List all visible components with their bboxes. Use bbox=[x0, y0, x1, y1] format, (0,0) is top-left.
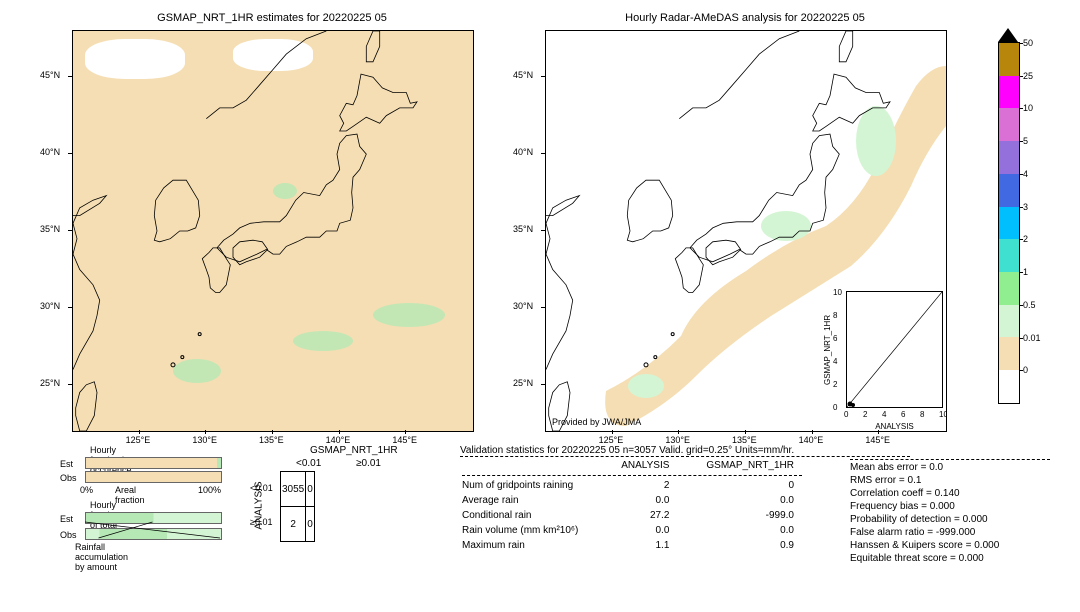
matrix-row-ge: ≥0.01 bbox=[250, 517, 272, 527]
matrix-table: 3055 0 2 0 bbox=[280, 471, 315, 542]
ytick-label: 35°N bbox=[513, 224, 533, 234]
colorbar-segment bbox=[999, 76, 1019, 109]
stat-line: RMS error = 0.1 bbox=[850, 475, 1050, 486]
colorbar-segment bbox=[999, 272, 1019, 305]
colorbar-segment bbox=[999, 370, 1019, 403]
stat-line: Mean abs error = 0.0 bbox=[850, 462, 1050, 473]
matrix-row-lt: <0.01 bbox=[250, 483, 273, 493]
ytick-label: 30°N bbox=[513, 301, 533, 311]
right-stats-list: Mean abs error = 0.0 RMS error = 0.1 Corre… bbox=[850, 459, 1050, 566]
colorbar-segment bbox=[999, 43, 1019, 76]
xtick-label: 140°E bbox=[799, 435, 824, 445]
gsmap-map-title: GSMAP_NRT_1HR estimates for 20220225 05 bbox=[72, 12, 472, 24]
est-label-2: Est bbox=[60, 514, 73, 524]
colorbar-tick-label: 4 bbox=[1023, 169, 1028, 179]
stat-cell: -999.0 bbox=[689, 509, 812, 522]
colorbar-tick-label: 10 bbox=[1023, 103, 1033, 113]
xtick-label: 135°E bbox=[259, 435, 284, 445]
stat-cell: 2 bbox=[611, 479, 688, 492]
colorbar-tick-label: 25 bbox=[1023, 71, 1033, 81]
stats-table: ANALYSISGSMAP_NRT_1HRNum of gridpoints r… bbox=[460, 457, 814, 554]
colorbar-segment bbox=[999, 239, 1019, 272]
xtick-label: 130°E bbox=[192, 435, 217, 445]
colorbar-tick-label: 5 bbox=[1023, 136, 1028, 146]
ytick-label: 25°N bbox=[40, 378, 60, 388]
colorbar-segment bbox=[999, 207, 1019, 240]
stat-cell: 0.9 bbox=[689, 539, 812, 552]
matrix-col-header: GSMAP_NRT_1HR bbox=[310, 445, 398, 456]
matrix-cell-00: 3055 bbox=[281, 472, 306, 507]
stat-cell: 0.0 bbox=[689, 524, 812, 537]
stat-cell: 0.0 bbox=[689, 494, 812, 507]
matrix-col-ge: ≥0.01 bbox=[356, 458, 381, 469]
stat-line: Equitable threat score = 0.000 bbox=[850, 553, 1050, 564]
stat-line: Correlation coeff = 0.140 bbox=[850, 488, 1050, 499]
colorbar-tick-label: 0.5 bbox=[1023, 300, 1036, 310]
xtick-label: 145°E bbox=[865, 435, 890, 445]
colorbar-segment bbox=[999, 174, 1019, 207]
colorbar-tick-label: 3 bbox=[1023, 202, 1028, 212]
stat-cell: Num of gridpoints raining bbox=[462, 479, 609, 492]
colorbar-tick-label: 0.01 bbox=[1023, 333, 1041, 343]
xtick-label: 125°E bbox=[599, 435, 624, 445]
stat-line: Probability of detection = 0.000 bbox=[850, 514, 1050, 525]
est-label: Est bbox=[60, 459, 73, 469]
colorbar-segment bbox=[999, 141, 1019, 174]
matrix-cell-01: 0 bbox=[306, 472, 315, 507]
stat-cell: 27.2 bbox=[611, 509, 688, 522]
stat-cell: Maximum rain bbox=[462, 539, 609, 552]
stat-cell: 1.1 bbox=[611, 539, 688, 552]
ytick-label: 25°N bbox=[513, 378, 533, 388]
ytick-label: 35°N bbox=[40, 224, 60, 234]
obs-label-2: Obs bbox=[60, 530, 77, 540]
colorbar-tick-label: 0 bbox=[1023, 365, 1028, 375]
stat-cell: Average rain bbox=[462, 494, 609, 507]
colorbar-segment bbox=[999, 305, 1019, 338]
colorbar-arrow-icon bbox=[998, 28, 1018, 42]
provider-note: Provided by JWA/JMA bbox=[552, 417, 641, 427]
ytick-label: 45°N bbox=[40, 70, 60, 80]
colorbar-segment bbox=[999, 108, 1019, 141]
xtick-label: 130°E bbox=[665, 435, 690, 445]
colorbar-segment bbox=[999, 337, 1019, 370]
radar-map-panel: Provided by JWA/JMA 02468100246810 ANALY… bbox=[545, 30, 947, 432]
ytick-label: 40°N bbox=[513, 147, 533, 157]
bottom-statistics: Hourly fraction by occurence Est Obs 0% … bbox=[0, 445, 1080, 612]
gsmap-map-panel bbox=[72, 30, 474, 432]
colorbar-tick-label: 2 bbox=[1023, 234, 1028, 244]
matrix-cell-11: 0 bbox=[306, 507, 315, 542]
xtick-label: 145°E bbox=[392, 435, 417, 445]
xlabel-100: 100% bbox=[198, 485, 221, 495]
stat-cell: 0.0 bbox=[611, 494, 688, 507]
matrix-cell-10: 2 bbox=[281, 507, 306, 542]
stat-line: Frequency bias = 0.000 bbox=[850, 501, 1050, 512]
xlabel-0: 0% bbox=[80, 485, 93, 495]
scatter-inset: 02468100246810 ANALYSIS GSMAP_NRT_1HR bbox=[846, 291, 943, 408]
ytick-label: 30°N bbox=[40, 301, 60, 311]
stats-title: Validation statistics for 20220225 05 n=… bbox=[460, 445, 920, 456]
colorbar-tick-label: 1 bbox=[1023, 267, 1028, 277]
stat-cell: 0 bbox=[689, 479, 812, 492]
ytick-label: 45°N bbox=[513, 70, 533, 80]
stat-line: False alarm ratio = -999.000 bbox=[850, 527, 1050, 538]
obs-occurrence-bar bbox=[85, 471, 222, 483]
obs-label: Obs bbox=[60, 473, 77, 483]
xtick-label: 125°E bbox=[126, 435, 151, 445]
stat-cell: Rain volume (mm km²10⁶) bbox=[462, 524, 609, 537]
stat-cell: Conditional rain bbox=[462, 509, 609, 522]
est-occurrence-bar bbox=[85, 457, 222, 469]
radar-map-title: Hourly Radar-AMeDAS analysis for 2022022… bbox=[545, 12, 945, 24]
colorbar: 502510543210.50.010 bbox=[998, 42, 1020, 404]
matrix-col-lt: <0.01 bbox=[296, 458, 321, 469]
stat-line: Hanssen & Kuipers score = 0.000 bbox=[850, 540, 1050, 551]
xtick-label: 140°E bbox=[326, 435, 351, 445]
colorbar-tick-label: 50 bbox=[1023, 38, 1033, 48]
stat-cell: 0.0 bbox=[611, 524, 688, 537]
xtick-label: 135°E bbox=[732, 435, 757, 445]
ytick-label: 40°N bbox=[40, 147, 60, 157]
